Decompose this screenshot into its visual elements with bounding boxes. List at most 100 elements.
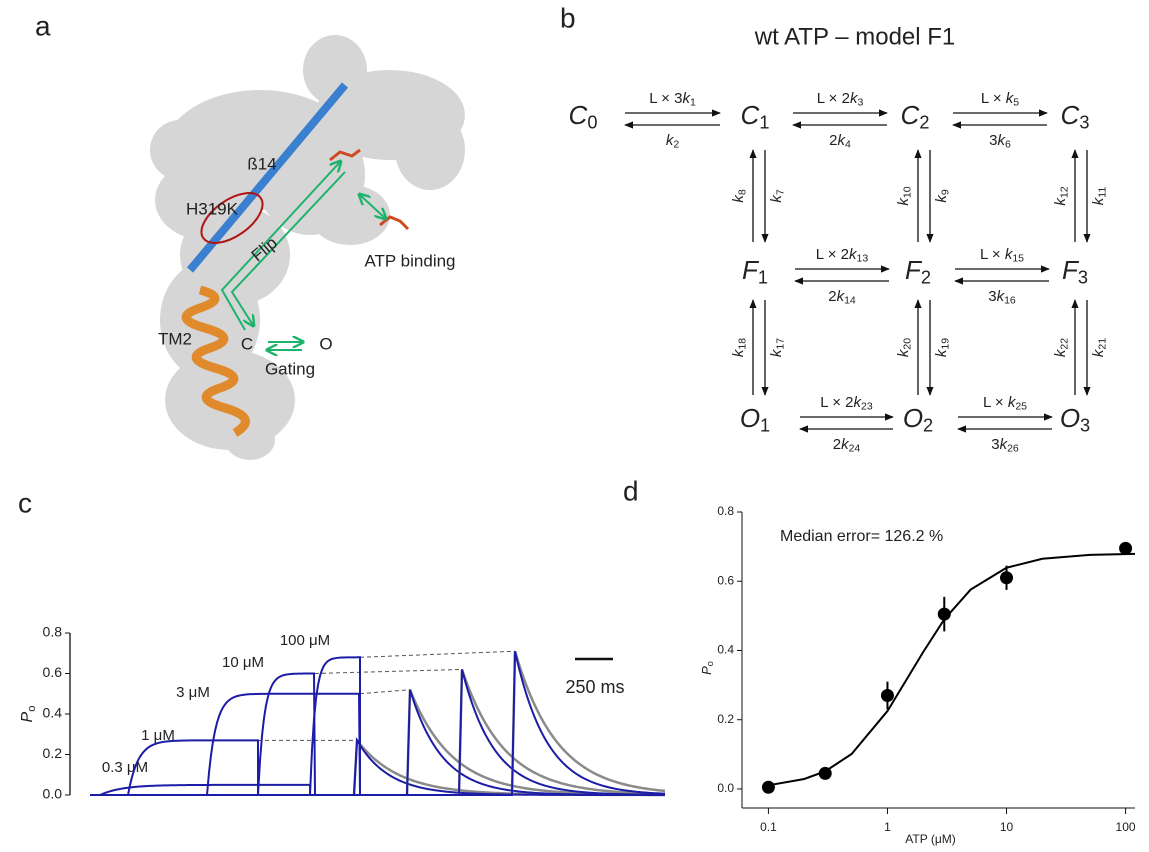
y-tick-label: 0.2 [43, 745, 63, 761]
rate-label-pre: L × 2 [816, 246, 849, 263]
rate-label-symbol: k [998, 132, 1007, 149]
y-axis-label: Po [699, 661, 715, 675]
rate-label-sub: 19 [939, 338, 951, 350]
state-symbol: O [740, 403, 760, 433]
y-axis-label-sub: o [706, 661, 716, 666]
rate-label: L × k15 [980, 246, 1024, 264]
state: C0 [569, 100, 598, 132]
state-symbol: O [1060, 403, 1080, 433]
rate-label-symbol: k [682, 90, 691, 107]
annotation-mutation: H319K [186, 199, 239, 218]
rate-label-pre: 2 [828, 288, 836, 305]
state: F2 [905, 255, 931, 287]
rate-label-sub: 5 [1013, 96, 1019, 108]
scale-bar-label: 250 ms [565, 677, 624, 697]
x-tick-label: 1 [884, 820, 891, 834]
y-tick-label: 0.0 [43, 786, 63, 802]
rate-label-pre: L × [983, 394, 1008, 411]
dashed-link [359, 689, 411, 695]
mutation-ring [200, 192, 264, 244]
trace-label: 3 μM [176, 684, 210, 701]
panel-label: c [18, 487, 32, 518]
annotation-closed: C [241, 334, 253, 353]
rate-label: 2k4 [829, 132, 851, 150]
rate-label-sub: 13 [857, 252, 869, 264]
rate-label-symbol: k [849, 246, 858, 263]
beta-strand [186, 82, 349, 273]
rate-label-symbol: k [1090, 348, 1107, 357]
rate-label: 3k26 [991, 436, 1019, 454]
rate-label-pre: L × 2 [817, 90, 850, 107]
state-symbol: C [901, 100, 920, 130]
rate-label: k19 [933, 338, 951, 357]
rate-label: 2k24 [833, 436, 861, 454]
rate-label-sub: 3 [857, 96, 863, 108]
rate-label-symbol: k [768, 348, 785, 357]
y-axis-label-symbol: P [699, 666, 714, 675]
rate-label-pre: 3 [988, 288, 996, 305]
rate-label: 3k16 [988, 288, 1016, 306]
rate-label-sub: 17 [774, 338, 786, 350]
rate-label-symbol: k [850, 90, 859, 107]
state: F3 [1062, 255, 1088, 287]
trace-label: 0.3 μM [102, 759, 148, 776]
state: F1 [742, 255, 768, 287]
rate-label-sub: 24 [849, 442, 861, 454]
rate-label-sub: 7 [774, 189, 786, 195]
rate-label-symbol: k [1006, 90, 1015, 107]
rate-label: k17 [768, 338, 786, 357]
state-symbol: O [903, 403, 923, 433]
rate-label: L × 2k13 [816, 246, 869, 264]
rate-label-symbol: k [1008, 394, 1017, 411]
rate-label: L × 2k3 [817, 90, 864, 108]
rate-label-symbol: k [1052, 197, 1069, 206]
rate-label-pre: 3 [991, 436, 999, 453]
rate-label-symbol: k [895, 348, 912, 357]
state-sub: 3 [1080, 415, 1090, 435]
y-tick-label: 0.2 [717, 712, 734, 726]
panel-label: a [35, 10, 51, 41]
rate-label: k21 [1090, 338, 1108, 357]
data-point [818, 766, 832, 780]
data-point [761, 780, 775, 794]
data-point [937, 607, 951, 621]
rate-label-sub: 18 [736, 338, 748, 350]
rate-label-sub: 10 [901, 186, 913, 198]
y-tick-label: 0.6 [43, 664, 63, 680]
fit-curve [768, 552, 1136, 787]
trace-label: 1 μM [141, 727, 175, 744]
rate-label: k7 [768, 189, 786, 203]
rate-label-symbol: k [837, 288, 846, 305]
rate-label-symbol: k [730, 348, 747, 357]
rate-label: L × 3k1 [649, 90, 696, 108]
y-tick-label: 0.8 [717, 504, 734, 518]
rate-label: k9 [933, 189, 951, 203]
data-point [1119, 541, 1133, 555]
rate-label-symbol: k [1090, 196, 1107, 205]
rate-label-pre: L × 3 [649, 90, 682, 107]
rate-label: 3k6 [989, 132, 1011, 150]
simulated-trace [457, 669, 665, 796]
rate-label: k10 [895, 186, 913, 205]
rate-label-pre: 2 [829, 132, 837, 149]
state-sub: 2 [919, 112, 929, 132]
annotation-open: O [319, 334, 332, 353]
y-tick-label: 0.4 [717, 643, 734, 657]
trace-label: 10 μM [222, 654, 264, 671]
rate-label-sub: 26 [1007, 442, 1019, 454]
state-symbol: C [741, 100, 760, 130]
state: O2 [903, 403, 933, 435]
state-sub: 1 [759, 112, 769, 132]
state-sub: 3 [1079, 112, 1089, 132]
rate-label-symbol: k [730, 194, 747, 203]
data-point [1000, 571, 1014, 585]
y-axis-label: Po [19, 706, 38, 723]
rate-label-pre: L × [980, 246, 1005, 263]
state: C1 [741, 100, 770, 132]
panel-label: b [560, 2, 576, 33]
rate-label-sub: 20 [901, 338, 913, 350]
simulated-trace [510, 650, 666, 796]
rate-label: k8 [730, 189, 748, 203]
x-axis-label: ATP (μM) [905, 832, 955, 846]
state: O3 [1060, 403, 1090, 435]
